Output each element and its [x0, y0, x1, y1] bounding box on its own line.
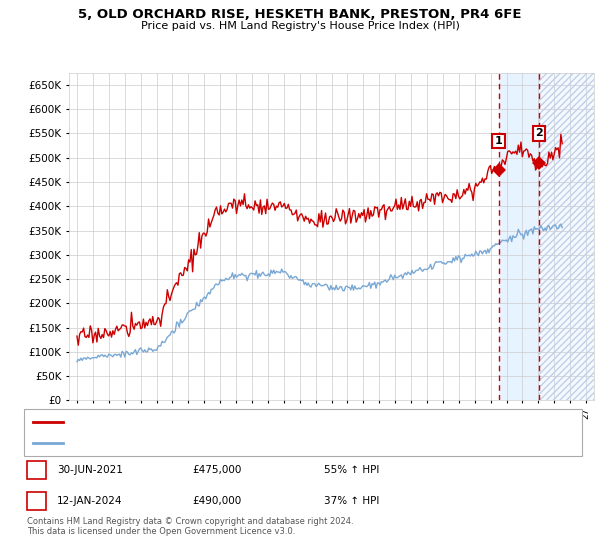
Text: 5, OLD ORCHARD RISE, HESKETH BANK, PRESTON, PR4 6FE (detached house): 5, OLD ORCHARD RISE, HESKETH BANK, PREST…: [68, 417, 448, 427]
Text: This data is licensed under the Open Government Licence v3.0.: This data is licensed under the Open Gov…: [27, 528, 295, 536]
Text: Contains HM Land Registry data © Crown copyright and database right 2024.: Contains HM Land Registry data © Crown c…: [27, 517, 353, 526]
Bar: [539, 73, 594, 400]
Text: 12-JAN-2024: 12-JAN-2024: [57, 496, 122, 506]
Bar: [499, 73, 539, 400]
Text: 37% ↑ HPI: 37% ↑ HPI: [324, 496, 379, 506]
Text: Price paid vs. HM Land Registry's House Price Index (HPI): Price paid vs. HM Land Registry's House …: [140, 21, 460, 31]
Bar: [539, 73, 594, 400]
Text: £475,000: £475,000: [192, 465, 241, 475]
Text: 55% ↑ HPI: 55% ↑ HPI: [324, 465, 379, 475]
Text: £490,000: £490,000: [192, 496, 241, 506]
Text: 1: 1: [33, 465, 40, 475]
Text: 2: 2: [33, 496, 40, 506]
Text: 5, OLD ORCHARD RISE, HESKETH BANK, PRESTON, PR4 6FE: 5, OLD ORCHARD RISE, HESKETH BANK, PREST…: [78, 8, 522, 21]
Text: 1: 1: [494, 136, 502, 146]
Text: 2: 2: [535, 128, 543, 138]
Text: HPI: Average price, detached house, West Lancashire: HPI: Average price, detached house, West…: [68, 438, 329, 448]
Text: 30-JUN-2021: 30-JUN-2021: [57, 465, 123, 475]
